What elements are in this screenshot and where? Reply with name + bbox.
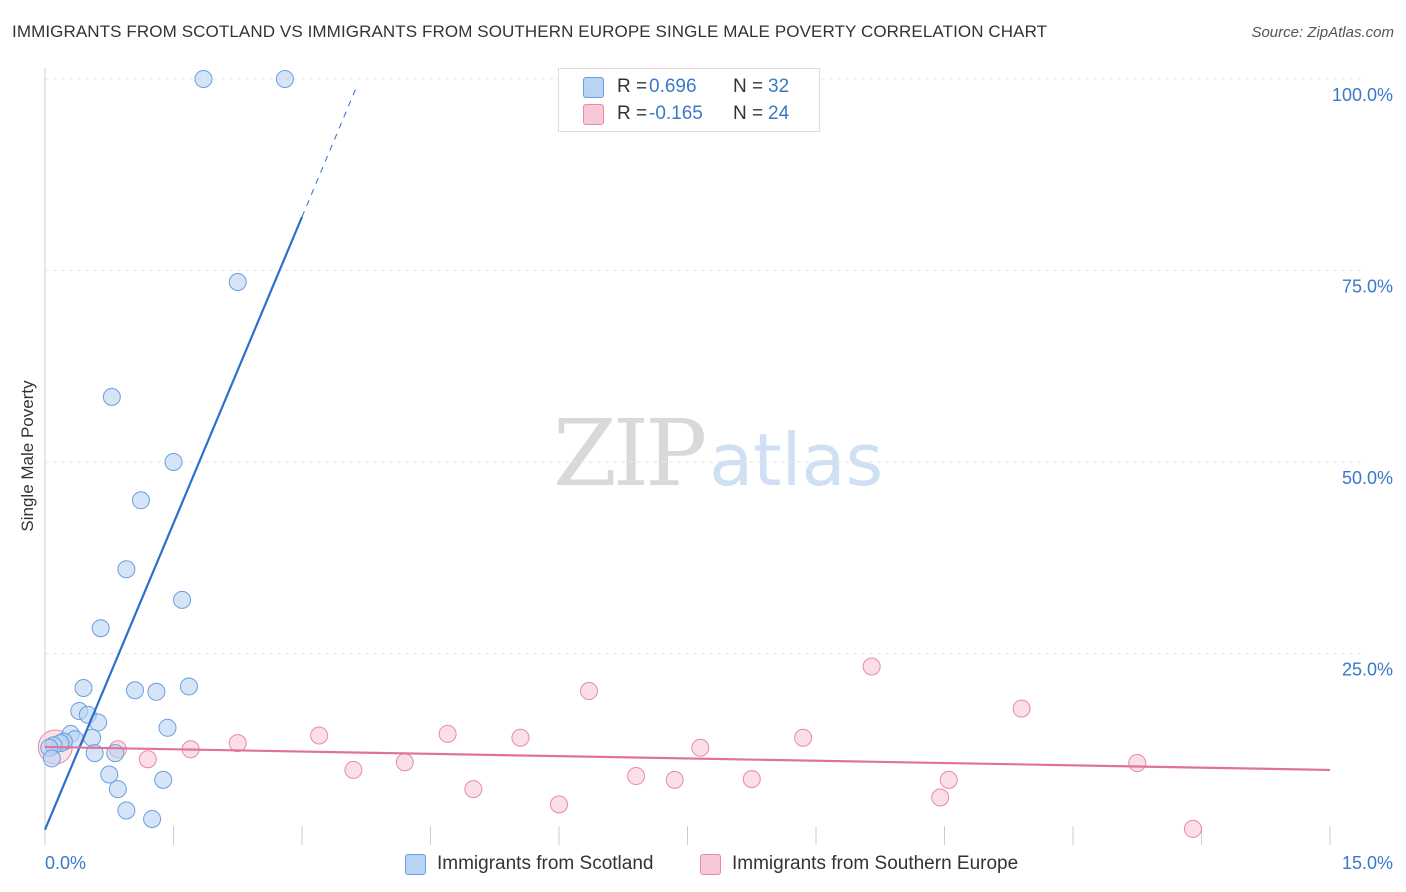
axes — [44, 68, 1331, 845]
scotland-point — [131, 491, 150, 510]
legend-r-value: 0.696 — [649, 76, 697, 97]
scotland-point — [117, 801, 136, 820]
scotland-point — [194, 70, 213, 88]
southern-europe-trend-line — [44, 745, 1331, 772]
watermark-atlas: atlas — [709, 418, 884, 502]
scotland-point — [147, 682, 166, 701]
legend-swatch-southern-europe — [583, 104, 604, 125]
correlation-legend: R = 0.696 N = 32 R = -0.165 N = 24 — [558, 68, 820, 132]
southern-europe-point — [579, 682, 598, 701]
grid-lines — [45, 78, 1365, 654]
bottom-legend-label-southern-europe: Immigrants from Southern Europe — [732, 853, 1019, 874]
legend-n-label: N = — [733, 103, 764, 124]
bottom-legend-label-scotland: Immigrants from Scotland — [437, 853, 654, 874]
x-tick-label: 0.0% — [45, 853, 86, 873]
scotland-point — [42, 749, 61, 768]
legend-r-label: R = — [617, 103, 648, 124]
scotland-point — [108, 780, 127, 799]
y-axis-label: Single Male Poverty — [18, 380, 37, 532]
y-tick-label: 25.0% — [1342, 660, 1393, 680]
southern-europe-point — [464, 780, 483, 799]
scotland-point — [179, 677, 198, 696]
scotland-point — [91, 619, 110, 638]
southern-europe-point — [1128, 754, 1147, 773]
y-tick-label: 50.0% — [1342, 468, 1393, 488]
southern-europe-point — [939, 770, 958, 789]
scotland-point — [173, 590, 192, 609]
scotland-point — [125, 681, 144, 700]
legend-r-value: -0.165 — [649, 103, 703, 124]
legend-n-value: 32 — [768, 76, 790, 97]
trend-lines — [43, 83, 1331, 831]
y-tick-label: 75.0% — [1342, 277, 1393, 297]
southern-europe-point — [395, 753, 414, 772]
southern-europe-point — [691, 738, 710, 757]
bottom-legend-swatch-southern-europe — [700, 854, 721, 875]
southern-europe-point — [627, 767, 646, 786]
southern-europe-point — [1183, 819, 1202, 838]
scotland-point — [164, 453, 183, 471]
southern-europe-points — [37, 657, 1202, 838]
scotland-point — [143, 809, 162, 828]
scotland-points — [40, 70, 294, 828]
southern-europe-point — [228, 734, 247, 753]
scotland-point — [158, 718, 177, 737]
southern-europe-point — [511, 728, 530, 747]
southern-europe-point — [438, 724, 457, 743]
scotland-trend-line — [43, 216, 304, 831]
legend-n-label: N = — [733, 76, 764, 97]
scotland-point — [275, 70, 294, 88]
y-tick-label: 100.0% — [1332, 85, 1393, 105]
scotland-trend-extension — [301, 83, 359, 218]
source-credit: Source: ZipAtlas.com — [1251, 24, 1394, 41]
scotland-point — [228, 272, 247, 291]
southern-europe-point — [1012, 699, 1031, 718]
bottom-legend-swatch-scotland — [405, 854, 426, 875]
watermark-zip: ZIP — [553, 400, 707, 507]
scotland-point — [102, 387, 121, 406]
legend-swatch-scotland — [583, 77, 604, 98]
watermark: ZIPatlas — [553, 400, 883, 507]
tick-labels: 25.0% 50.0% 75.0% 100.0% 0.0% 15.0% — [45, 85, 1393, 873]
scotland-point — [74, 678, 93, 697]
southern-europe-point — [794, 728, 813, 747]
southern-europe-point — [550, 795, 568, 814]
scotland-point — [154, 770, 173, 789]
legend-r-label: R = — [617, 76, 648, 97]
southern-europe-point — [310, 726, 329, 745]
scotland-point — [100, 765, 119, 784]
southern-europe-point — [742, 770, 761, 789]
southern-europe-point — [931, 788, 950, 807]
southern-europe-point — [344, 760, 363, 779]
southern-europe-point — [862, 657, 881, 676]
chart-title: IMMIGRANTS FROM SCOTLAND VS IMMIGRANTS F… — [12, 22, 1048, 41]
scotland-point — [117, 560, 136, 579]
southern-europe-point — [665, 770, 684, 789]
legend-n-value: 24 — [768, 103, 790, 124]
southern-europe-point — [138, 750, 157, 769]
x-tick-label: 15.0% — [1342, 853, 1393, 873]
